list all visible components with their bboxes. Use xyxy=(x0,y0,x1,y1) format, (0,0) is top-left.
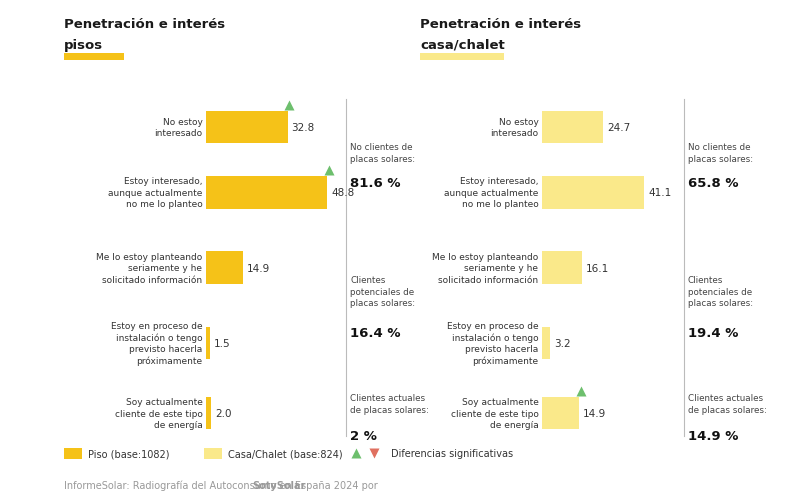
Text: 2.0: 2.0 xyxy=(215,408,232,418)
Text: Clientes
potenciales de
placas solares:: Clientes potenciales de placas solares: xyxy=(350,276,415,308)
Text: SotySolar: SotySolar xyxy=(252,480,306,490)
Text: Soy actualmente
cliente de este tipo
de energía: Soy actualmente cliente de este tipo de … xyxy=(114,397,202,429)
Bar xyxy=(206,111,287,144)
Text: InformeSolar: Radiografía del Autoconsumo en España 2024 por: InformeSolar: Radiografía del Autoconsum… xyxy=(64,480,381,490)
Bar xyxy=(206,397,211,430)
Text: 65.8 %: 65.8 % xyxy=(688,176,738,189)
Bar xyxy=(542,111,603,144)
Bar xyxy=(204,448,222,459)
Bar xyxy=(64,54,124,61)
Bar xyxy=(206,176,327,209)
Text: 32.8: 32.8 xyxy=(291,123,314,133)
Text: 16.1: 16.1 xyxy=(586,263,610,273)
Bar xyxy=(542,327,550,360)
Text: Clientes actuales
de placas solares:: Clientes actuales de placas solares: xyxy=(350,393,430,414)
Text: Piso (base:1082): Piso (base:1082) xyxy=(88,448,170,458)
Text: 14.9: 14.9 xyxy=(583,408,606,418)
Text: 81.6 %: 81.6 % xyxy=(350,176,401,189)
Text: 14.9 %: 14.9 % xyxy=(688,429,738,442)
Text: Me lo estoy planteando
seriamente y he
solicitado información: Me lo estoy planteando seriamente y he s… xyxy=(96,252,202,284)
Text: Estoy interesado,
aunque actualmente
no me lo planteo: Estoy interesado, aunque actualmente no … xyxy=(444,177,538,209)
Bar xyxy=(206,327,210,360)
Text: Penetración e interés: Penetración e interés xyxy=(420,18,581,31)
Bar xyxy=(542,397,579,430)
Text: Estoy en proceso de
instalación o tengo
previsto hacerla
próximamente: Estoy en proceso de instalación o tengo … xyxy=(110,321,202,366)
Text: Estoy interesado,
aunque actualmente
no me lo planteo: Estoy interesado, aunque actualmente no … xyxy=(108,177,202,209)
Text: Estoy en proceso de
instalación o tengo
previsto hacerla
próximamente: Estoy en proceso de instalación o tengo … xyxy=(446,321,538,366)
Text: Clientes
potenciales de
placas solares:: Clientes potenciales de placas solares: xyxy=(688,276,753,308)
Text: 48.8: 48.8 xyxy=(331,188,354,198)
Bar xyxy=(542,176,644,209)
Text: Casa/Chalet (base:824): Casa/Chalet (base:824) xyxy=(228,448,342,458)
Bar xyxy=(206,252,243,284)
Bar xyxy=(420,54,504,61)
Text: 14.9: 14.9 xyxy=(247,263,270,273)
Text: Soy actualmente
cliente de este tipo
de energía: Soy actualmente cliente de este tipo de … xyxy=(450,397,538,429)
Text: casa/chalet: casa/chalet xyxy=(420,39,505,52)
Text: 2 %: 2 % xyxy=(350,429,378,442)
Text: Me lo estoy planteando
seriamente y he
solicitado información: Me lo estoy planteando seriamente y he s… xyxy=(432,252,538,284)
Text: Penetración e interés: Penetración e interés xyxy=(64,18,225,31)
Text: Diferencias significativas: Diferencias significativas xyxy=(391,448,514,458)
Text: 24.7: 24.7 xyxy=(607,123,630,133)
Bar xyxy=(542,252,582,284)
Text: Clientes actuales
de placas solares:: Clientes actuales de placas solares: xyxy=(688,393,767,414)
Text: 1.5: 1.5 xyxy=(214,338,230,348)
Bar xyxy=(64,448,82,459)
Text: 41.1: 41.1 xyxy=(648,188,671,198)
Text: No estoy
interesado: No estoy interesado xyxy=(490,118,538,138)
Text: 19.4 %: 19.4 % xyxy=(688,327,738,340)
Text: No estoy
interesado: No estoy interesado xyxy=(154,118,202,138)
Text: pisos: pisos xyxy=(64,39,103,52)
Text: 16.4 %: 16.4 % xyxy=(350,327,401,340)
Text: 3.2: 3.2 xyxy=(554,338,571,348)
Text: No clientes de
placas solares:: No clientes de placas solares: xyxy=(350,143,415,163)
Text: No clientes de
placas solares:: No clientes de placas solares: xyxy=(688,143,753,163)
